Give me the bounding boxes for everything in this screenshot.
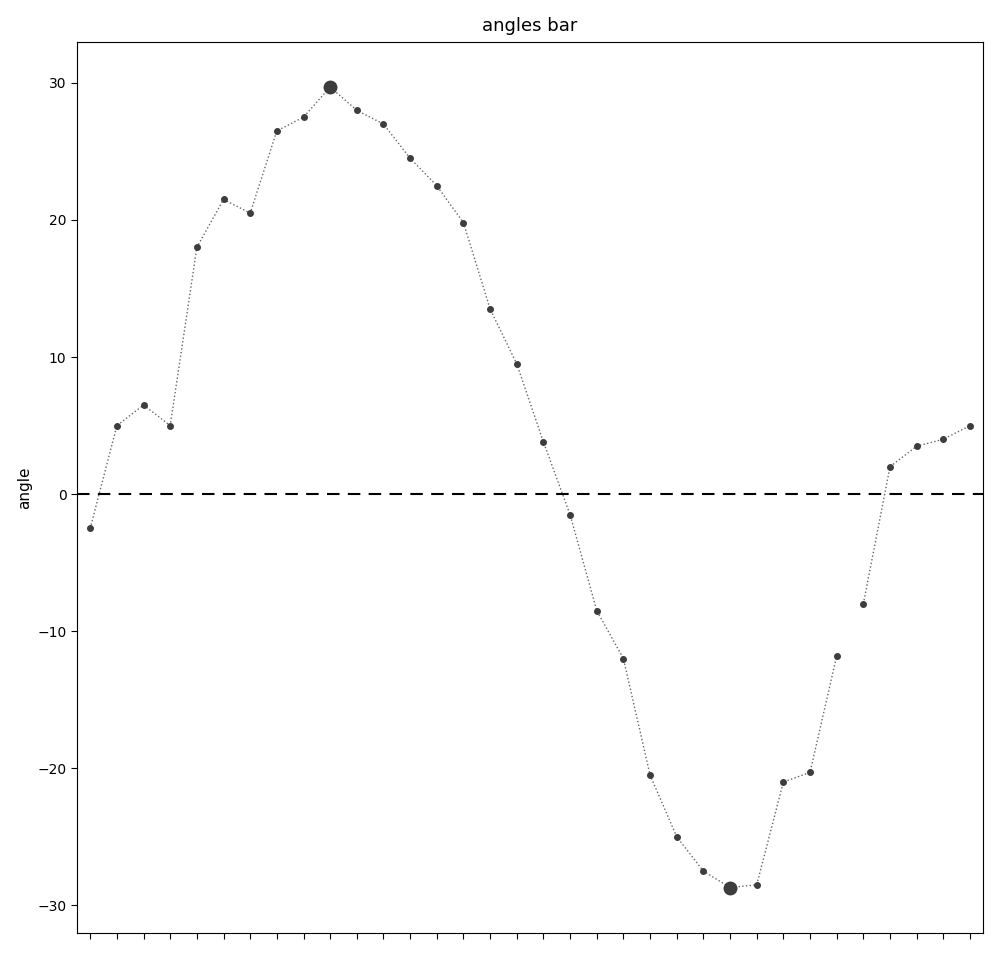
Y-axis label: angle: angle: [17, 466, 32, 508]
Title: angles bar: angles bar: [482, 16, 578, 34]
